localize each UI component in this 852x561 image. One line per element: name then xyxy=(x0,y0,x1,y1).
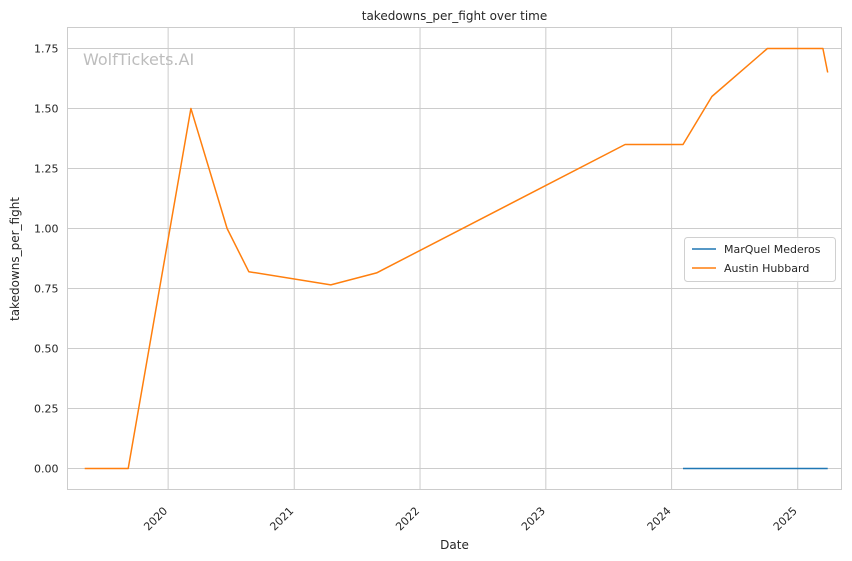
y-tick-label: 0.00 xyxy=(34,463,59,476)
watermark: WolfTickets.AI xyxy=(83,50,194,69)
y-tick-label: 0.75 xyxy=(34,283,59,296)
x-tick-label: 2023 xyxy=(519,504,548,533)
y-tick-label: 0.25 xyxy=(34,403,59,416)
legend-label-hubbard: Austin Hubbard xyxy=(724,262,809,275)
series-line-1 xyxy=(84,47,829,470)
x-tick-labels: 2020 2021 2022 2023 2024 2025 xyxy=(141,504,800,533)
y-axis-label: takedowns_per_fight xyxy=(8,197,22,321)
legend-label-mederos: MarQuel Mederos xyxy=(724,243,821,256)
x-tick-label: 2021 xyxy=(267,504,296,533)
y-tick-label: 0.50 xyxy=(34,343,59,356)
y-tick-labels: 0.00 0.25 0.50 0.75 1.00 1.25 1.50 1.75 xyxy=(34,43,59,476)
chart-title: takedowns_per_fight over time xyxy=(362,9,548,23)
y-tick-label: 1.75 xyxy=(34,43,59,56)
legend: MarQuel Mederos Austin Hubbard xyxy=(684,237,836,282)
x-axis-label: Date xyxy=(440,538,469,552)
x-tick-label: 2025 xyxy=(771,504,800,533)
x-tick-label: 2024 xyxy=(645,504,674,533)
x-tick-label: 2020 xyxy=(141,504,170,533)
y-tick-label: 1.50 xyxy=(34,103,59,116)
legend-box xyxy=(684,237,836,282)
y-tick-label: 1.00 xyxy=(34,223,59,236)
y-tick-label: 1.25 xyxy=(34,163,59,176)
series-lines xyxy=(84,47,829,470)
x-tick-label: 2022 xyxy=(393,504,422,533)
plot-frame xyxy=(67,27,842,490)
